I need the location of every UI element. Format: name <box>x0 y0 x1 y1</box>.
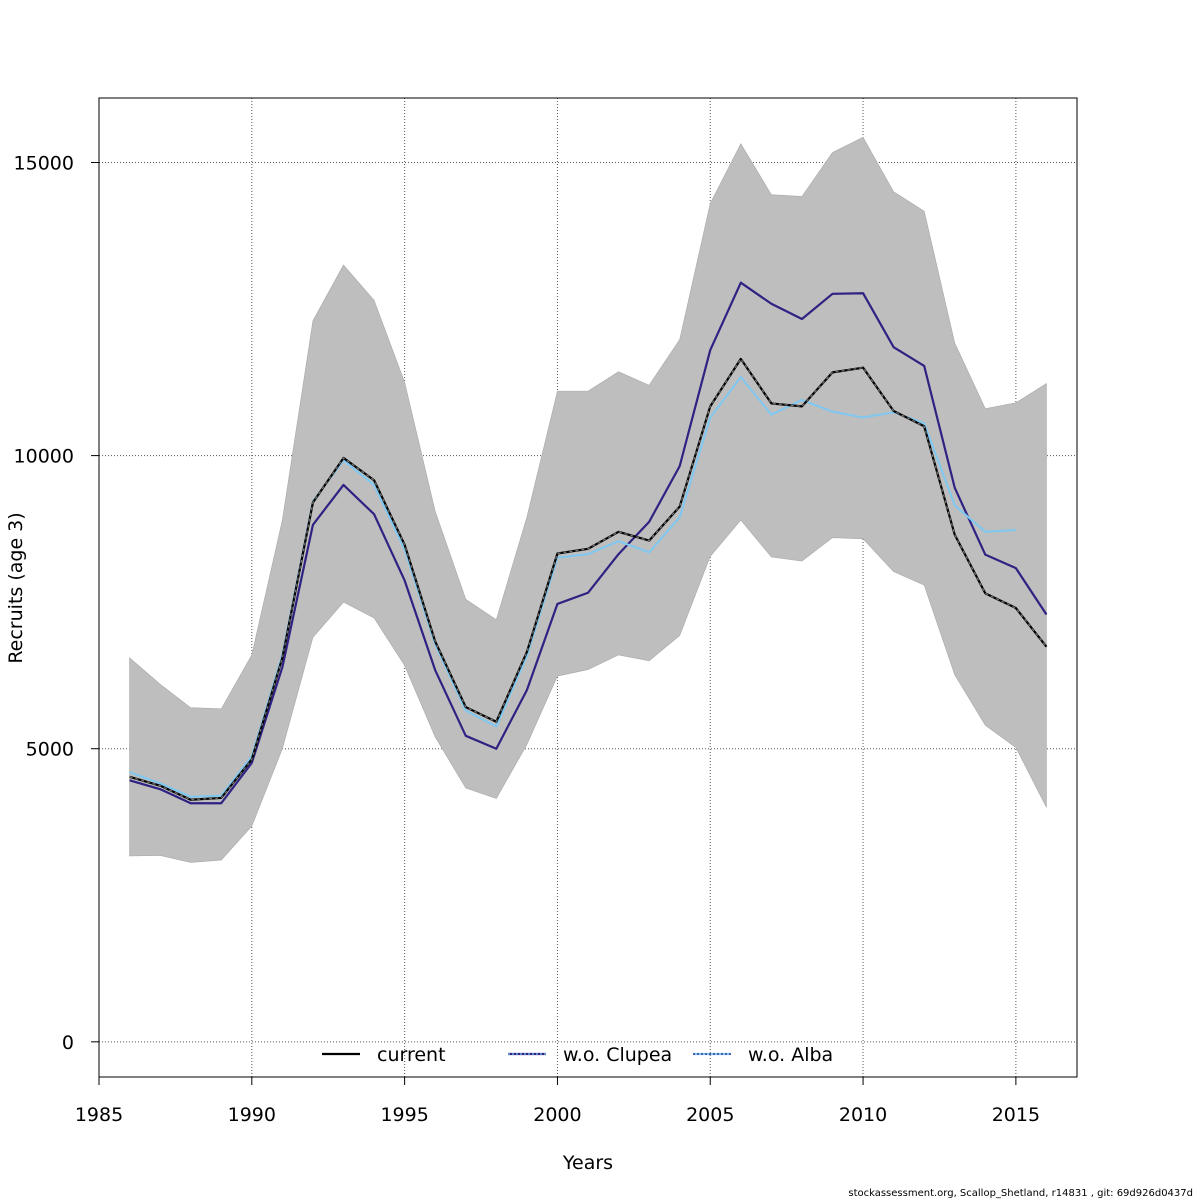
x-tick-label: 2005 <box>686 1104 734 1126</box>
legend-label: current <box>377 1044 446 1066</box>
y-tick-label: 5000 <box>26 739 74 761</box>
confidence-band-layer <box>129 136 1047 863</box>
series-lines <box>129 281 1048 805</box>
y-axis: 0 5000 10000 15000 <box>14 152 100 1054</box>
x-axis-label: Years <box>562 1152 613 1174</box>
confidence-band <box>129 136 1047 863</box>
x-tick-label: 1990 <box>228 1104 276 1126</box>
series-line-wo-clupea <box>129 281 1048 805</box>
y-tick-label: 0 <box>62 1032 74 1054</box>
legend-label: w.o. Alba <box>748 1044 833 1066</box>
x-tick-label: 2000 <box>533 1104 581 1126</box>
x-tick-label: 2010 <box>839 1104 887 1126</box>
footer-credit: stockassessment.org, Scallop_Shetland, r… <box>848 1188 1193 1199</box>
x-tick-label: 1995 <box>380 1104 428 1126</box>
y-tick-label: 10000 <box>14 446 74 468</box>
y-axis-label: Recruits (age 3) <box>5 512 27 663</box>
x-axis: 1985 1990 1995 2000 2005 2010 2015 <box>75 1076 1040 1126</box>
x-tick-label: 1985 <box>75 1104 123 1126</box>
series-line-current-dash <box>129 357 1047 801</box>
y-tick-label: 15000 <box>14 152 74 174</box>
legend-label: w.o. Clupea <box>563 1044 672 1066</box>
x-tick-label: 2015 <box>992 1104 1040 1126</box>
legend: current w.o. Clupea w.o. Alba <box>322 1044 833 1066</box>
